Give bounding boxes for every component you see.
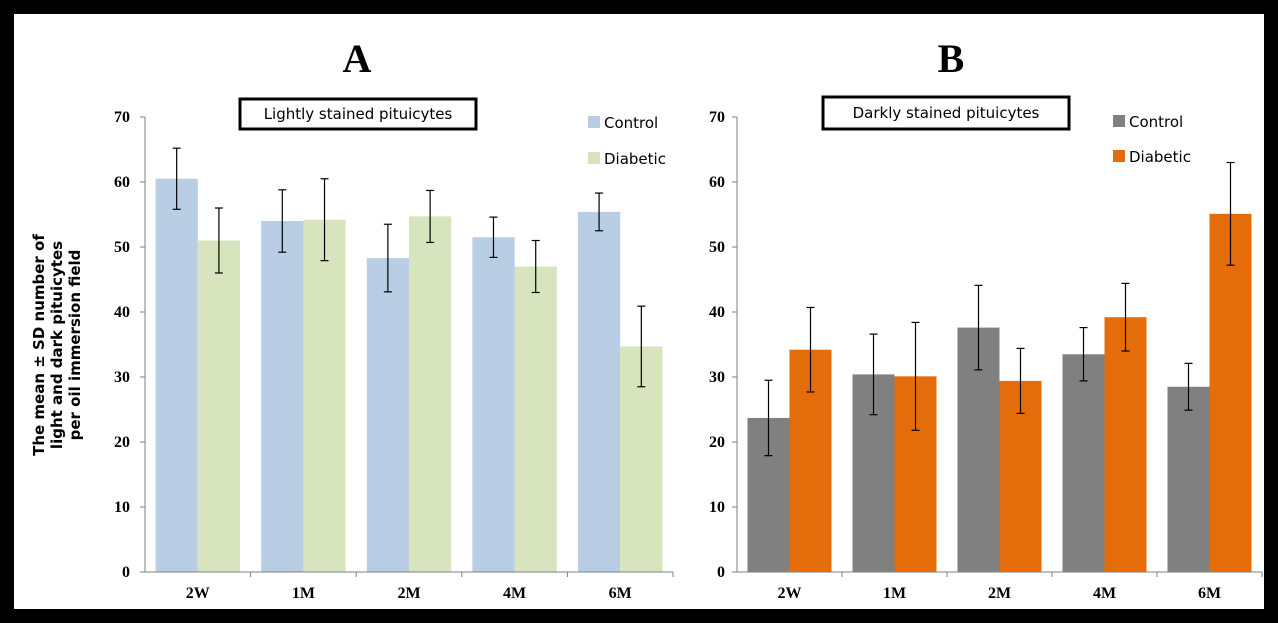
y-axis-label-line-3: per oil immersion field	[66, 250, 84, 441]
y-tick-label: 30	[709, 369, 725, 386]
bar-diabetic-4m	[1104, 317, 1147, 572]
error-bar-diabetic-1m	[911, 321, 920, 431]
y-tick-label: 40	[114, 304, 130, 321]
bar-control-4m	[1062, 354, 1105, 572]
chart-title: Darkly stained pituicytes	[853, 104, 1040, 122]
y-axis-label: The mean ± SD number of light and dark p…	[30, 234, 84, 456]
error-bar-diabetic-2m	[1016, 347, 1025, 414]
error-bar-diabetic-6m	[1226, 161, 1235, 266]
legend-item-diabetic: Diabetic	[588, 150, 666, 168]
chart-title-box	[821, 95, 1071, 131]
error-bar-control-2w	[172, 147, 181, 210]
panel-label: A	[343, 36, 372, 81]
error-bar-control-6m	[595, 192, 604, 232]
x-tick-label: 1M	[292, 585, 315, 602]
y-tick-label: 60	[114, 174, 130, 191]
error-bar-control-1m	[278, 189, 287, 253]
legend-swatch	[1113, 115, 1125, 127]
error-bar-control-6m	[1184, 362, 1193, 411]
bar-diabetic-6m	[1209, 213, 1252, 572]
y-tick-label: 70	[709, 109, 725, 126]
error-bar-control-2m	[974, 284, 983, 371]
y-axis-label-line-2: light and dark pituicytes	[48, 241, 66, 449]
y-tick-label: 10	[114, 499, 130, 516]
bar-control-2m	[366, 258, 409, 572]
x-tick-label: 2M	[397, 585, 420, 602]
bar-diabetic-1m	[303, 219, 346, 572]
error-bar-diabetic-4m	[531, 239, 540, 294]
bar-control-2w	[155, 178, 198, 572]
error-bar-control-2w	[764, 379, 773, 457]
y-tick-label: 50	[114, 239, 130, 256]
x-tick-label: 4M	[1093, 585, 1116, 602]
legend-label: Diabetic	[604, 150, 666, 168]
bar-diabetic-4m	[514, 266, 557, 572]
error-bar-diabetic-2w	[806, 306, 815, 393]
error-bar-control-1m	[869, 333, 878, 416]
legend-swatch	[1113, 150, 1125, 162]
bar-control-6m	[577, 211, 621, 572]
error-bar-diabetic-1m	[320, 178, 329, 262]
x-tick-label: 1M	[883, 585, 906, 602]
bar-control-6m	[1167, 386, 1210, 572]
y-tick-label: 70	[114, 109, 130, 126]
error-bar-control-4m	[1079, 327, 1088, 382]
legend-item-control: Control	[588, 114, 658, 132]
bar-diabetic-2w	[197, 240, 241, 572]
x-tick-label: 4M	[503, 585, 526, 602]
x-tick-label: 2W	[186, 585, 210, 602]
bar-control-1m	[261, 221, 304, 572]
error-bar-diabetic-6m	[637, 305, 646, 388]
y-tick-label: 40	[709, 304, 725, 321]
legend-label: Control	[1129, 113, 1183, 131]
legend-item-control: Control	[1113, 113, 1183, 131]
legend-label: Diabetic	[1129, 148, 1191, 166]
x-tick-label: 2M	[988, 585, 1011, 602]
y-tick-label: 50	[709, 239, 725, 256]
x-tick-label: 6M	[609, 585, 632, 602]
legend-swatch	[588, 152, 600, 164]
error-bar-diabetic-2w	[214, 207, 223, 274]
error-bar-control-2m	[383, 223, 392, 293]
y-tick-label: 10	[709, 499, 725, 516]
panel-label: B	[938, 36, 965, 81]
chart-title-box	[238, 97, 478, 131]
chart-panel-b: B 2W 1M 2M 4M 6M 0 10 20 30 40 50 60 70 Darkly stained…	[709, 36, 1263, 602]
y-tick-label: 20	[709, 434, 725, 451]
chart-title: Lightly stained pituicytes	[264, 105, 453, 123]
error-bar-diabetic-2m	[426, 189, 435, 244]
y-tick-label: 0	[717, 564, 725, 581]
bar-control-4m	[472, 237, 515, 572]
y-axis-label-line-1: The mean ± SD number of	[30, 234, 48, 456]
legend-item-diabetic: Diabetic	[1113, 148, 1191, 166]
x-tick-label: 2W	[778, 585, 802, 602]
legend-label: Control	[604, 114, 658, 132]
y-tick-label: 30	[114, 369, 130, 386]
error-bar-diabetic-4m	[1121, 282, 1130, 352]
bar-diabetic-2m	[409, 216, 452, 572]
y-tick-label: 0	[122, 564, 130, 581]
y-tick-label: 20	[114, 434, 130, 451]
x-tick-label: 6M	[1198, 585, 1221, 602]
chart-panel-a: A 2W 1M 2M 4M 6M 0 10 20 30 40 50 60 70 Lightly staine…	[114, 36, 674, 602]
error-bar-control-4m	[489, 216, 498, 258]
y-tick-label: 60	[709, 174, 725, 191]
legend-swatch	[588, 116, 600, 128]
